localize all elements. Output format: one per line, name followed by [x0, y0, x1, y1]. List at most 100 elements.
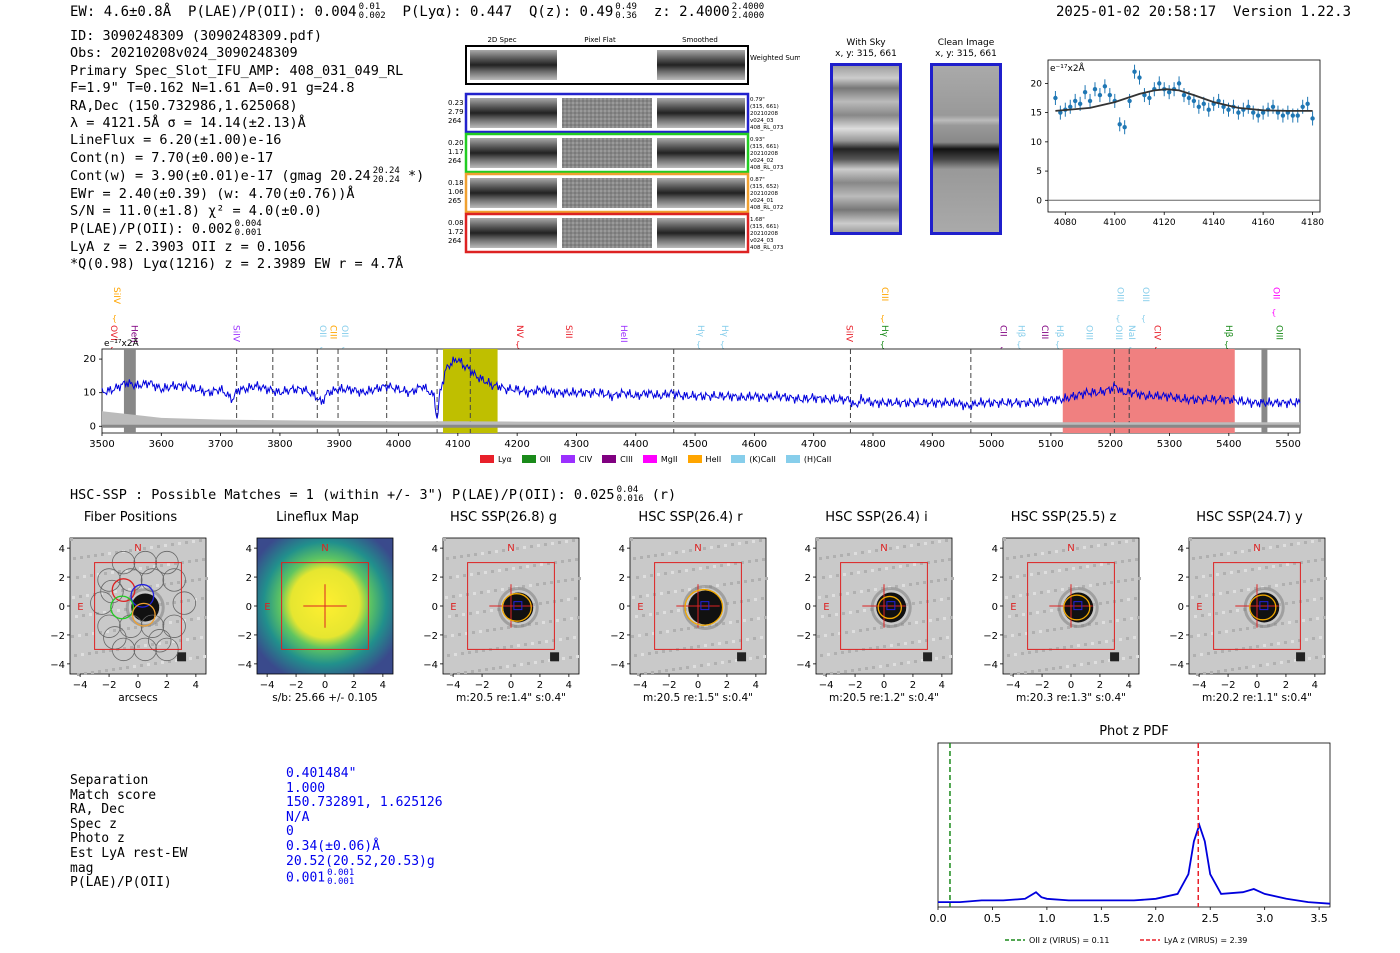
noise-pixel	[668, 552, 671, 555]
noise-pixel	[1053, 628, 1056, 631]
noise-pixel	[187, 599, 190, 602]
noise-pixel	[896, 546, 899, 549]
header-summary: EW: 4.6±0.8Å P(LAE)/P(OII): 0.004 0.01 0.0…	[70, 3, 764, 21]
zoom-data-point	[1082, 89, 1088, 95]
noise-pixel	[649, 613, 652, 616]
xtick-label: 4	[1312, 680, 1318, 691]
noise-pixel	[1011, 634, 1014, 637]
east-label: E	[637, 602, 643, 613]
with-sky-header: With Sky x, y: 315, 661	[830, 38, 902, 60]
info-plae-lo: 0.001	[234, 228, 262, 239]
ytick-label: −2	[610, 631, 625, 642]
noise-pixel	[1099, 602, 1102, 605]
noise-pixel	[1193, 654, 1196, 657]
noise-pixel	[733, 601, 736, 604]
noise-pixel	[1265, 566, 1268, 569]
noise-pixel	[1248, 549, 1251, 552]
hsc-panel-title: HSC SSP(26.4) i	[825, 510, 928, 525]
noise-pixel	[1066, 665, 1069, 668]
zoom-data-point	[1280, 113, 1286, 118]
noise-pixel	[519, 566, 522, 569]
noise-pixel	[1056, 647, 1059, 650]
noise-pixel	[476, 611, 479, 614]
noise-pixel	[821, 615, 824, 618]
noise-pixel	[1324, 577, 1327, 580]
noise-pixel	[550, 581, 553, 584]
noise-pixel	[947, 597, 950, 600]
noise-pixel	[850, 572, 853, 575]
noise-pixel	[1013, 556, 1016, 559]
line-id-bracket: {	[1224, 340, 1229, 349]
noise-pixel	[1291, 640, 1294, 643]
noise-pixel	[700, 664, 703, 667]
noise-pixel	[1236, 609, 1239, 612]
spectrum-xtick-label: 5200	[1097, 439, 1122, 450]
info-cont-w-end: *)	[407, 168, 425, 185]
noise-pixel	[854, 552, 857, 555]
noise-pixel	[1229, 610, 1232, 613]
noise-pixel	[128, 588, 131, 591]
info-plae: P(LAE)/P(OII): 0.002 0.004 0.001	[70, 220, 424, 238]
noise-pixel	[458, 633, 461, 636]
noise-pixel	[1297, 542, 1300, 545]
version: Version 1.22.3	[1233, 4, 1352, 20]
noise-pixel	[1089, 584, 1092, 587]
noise-pixel	[1034, 553, 1037, 556]
cutout-row-stat: 0.08	[448, 219, 464, 227]
noise-pixel	[875, 549, 878, 552]
source-ellipse	[684, 588, 724, 626]
noise-pixel	[1218, 631, 1221, 634]
noise-pixel	[1225, 630, 1228, 633]
noise-pixel	[161, 661, 164, 664]
zoom-data-point	[1102, 84, 1108, 89]
noise-pixel	[94, 554, 97, 557]
cutout-row-meta: 20210208	[750, 111, 778, 117]
noise-pixel	[474, 553, 477, 556]
noise-pixel	[1136, 655, 1139, 658]
noise-pixel	[721, 661, 724, 664]
noise-pixel	[1043, 610, 1046, 613]
noise-pixel	[861, 551, 864, 554]
noise-pixel	[203, 655, 206, 658]
noise-pixel	[143, 547, 146, 550]
xtick-label: −2	[102, 680, 117, 691]
zoom-xtick-label: 4160	[1252, 218, 1275, 228]
noise-pixel	[829, 575, 832, 578]
noise-pixel	[904, 642, 907, 645]
cutout-row-stat: 0.23	[448, 99, 464, 107]
spectrum-legend-item: CIV	[560, 455, 592, 464]
noise-pixel	[1126, 637, 1129, 640]
noise-pixel	[1121, 560, 1124, 563]
cutout-row-meta: 20210208	[750, 191, 778, 197]
cutout-row-meta: (315, 652)	[750, 184, 779, 190]
noise-pixel	[876, 646, 879, 649]
zoom-data-point	[1127, 98, 1132, 104]
line-id-label: OII	[1270, 287, 1280, 299]
noise-pixel	[1189, 538, 1192, 541]
noise-pixel	[97, 573, 100, 576]
photz-xtick-label: 2.5	[1201, 912, 1219, 925]
noise-pixel	[77, 673, 80, 676]
east-label: E	[823, 602, 829, 613]
noise-pixel	[1206, 555, 1209, 558]
noise-pixel	[889, 547, 892, 550]
photz-xtick-label: 1.5	[1093, 912, 1111, 925]
noise-pixel	[561, 560, 564, 563]
noise-pixel	[475, 650, 478, 653]
noise-pixel	[71, 635, 74, 638]
clean-image-title: Clean Image	[937, 38, 995, 48]
xtick-label: 4	[753, 680, 759, 691]
zoom-data-point	[1157, 81, 1162, 86]
weighted-sum-2d	[470, 50, 557, 80]
spectrum-legend-item: OII	[521, 455, 551, 464]
weighted-sum-smoothed	[657, 50, 745, 80]
line-id-label: Hβ	[1223, 325, 1233, 338]
match-lya-ew: 0.34(±0.06)Å	[286, 838, 380, 854]
noise-pixel	[824, 634, 827, 637]
photz-xtick-label: 0.0	[929, 912, 947, 925]
noise-pixel	[1246, 627, 1249, 630]
noise-pixel	[1123, 618, 1126, 621]
noise-pixel	[937, 579, 940, 582]
noise-pixel	[1055, 550, 1058, 553]
